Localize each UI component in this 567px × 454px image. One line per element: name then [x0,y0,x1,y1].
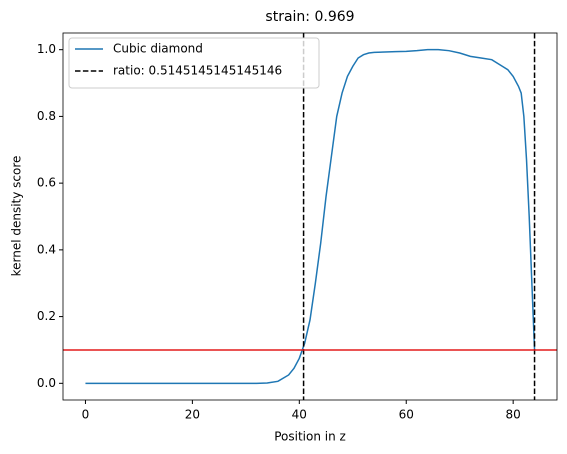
legend-label: Cubic diamond [113,42,203,56]
chart-title: strain: 0.969 [265,9,354,25]
x-tick-label: 0 [82,408,90,422]
y-tick-label: 0.4 [37,242,56,256]
x-tick-label: 40 [292,408,307,422]
y-tick-label: 1.0 [37,42,56,56]
x-tick-label: 20 [185,408,200,422]
y-tick-label: 0.0 [37,376,56,390]
y-tick-label: 0.6 [37,176,56,190]
legend-label: ratio: 0.5145145145145146 [113,64,282,78]
x-tick-label: 60 [399,408,414,422]
series-line [85,48,536,385]
y-tick-label: 0.2 [37,309,56,323]
y-tick-label: 0.8 [37,109,56,123]
x-axis-label: Position in z [274,430,346,444]
legend-box [68,37,320,89]
x-tick-label: 80 [506,408,521,422]
plot-frame [62,32,558,401]
y-axis-label: kernel density score [10,156,24,277]
